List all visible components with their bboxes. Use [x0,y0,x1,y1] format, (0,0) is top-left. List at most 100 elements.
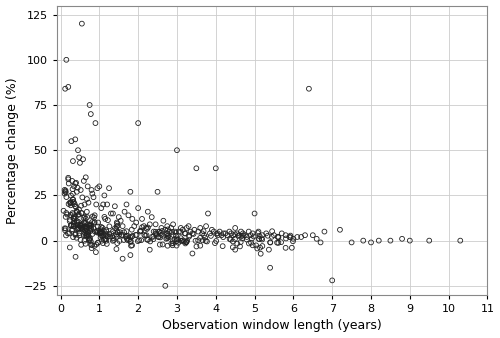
Point [154,189,162,194]
Point [82,175,90,180]
Point [172,243,180,248]
Point [61,228,69,233]
Point [76,160,84,166]
Point [252,243,260,248]
Point [76,223,84,228]
Point [62,194,70,200]
Point [202,238,209,244]
Point [110,237,118,243]
Point [103,241,111,247]
Point [294,234,302,240]
Point [274,235,282,240]
Point [182,240,190,245]
Point [137,228,145,234]
Point [142,233,150,238]
Point [192,244,200,249]
Point [152,231,160,236]
Point [164,243,172,248]
Point [100,193,108,198]
Point [68,210,76,216]
Point [91,229,99,234]
Point [173,147,181,153]
Point [73,209,81,215]
Point [278,231,285,236]
Point [111,203,119,209]
Point [76,231,84,236]
Point [80,215,88,221]
Point [64,176,72,182]
Point [170,236,178,242]
Point [66,217,74,222]
Point [74,147,82,153]
Point [87,223,95,228]
Point [96,231,104,236]
Point [158,228,166,234]
Point [158,225,166,231]
Point [250,211,258,216]
Point [80,221,88,226]
Point [122,202,130,207]
Point [99,240,107,246]
Point [105,186,113,191]
Point [282,236,290,241]
Point [92,249,100,255]
Point [179,238,187,243]
Point [120,209,128,214]
Point [348,240,356,245]
Point [266,240,274,245]
Point [132,232,140,238]
Point [76,187,84,193]
Point [114,214,122,220]
Point [180,231,188,236]
Point [162,236,170,241]
Point [96,184,104,189]
Point [113,240,121,246]
Point [156,235,164,240]
Point [99,232,107,238]
Point [90,194,98,200]
Point [336,227,344,233]
Point [78,195,86,200]
Point [238,234,246,239]
Point [231,236,239,242]
Point [80,178,88,184]
Point [83,233,91,238]
Point [386,238,394,243]
Point [86,102,94,108]
Point [274,234,282,239]
Point [256,234,264,239]
Point [73,220,81,225]
Point [72,181,80,186]
Point [103,202,111,207]
Point [72,180,80,186]
Point [268,234,276,240]
Point [212,231,220,237]
Point [182,241,190,246]
Point [77,242,85,247]
Point [190,231,198,237]
Point [146,222,154,227]
Point [60,191,68,196]
Point [176,229,184,235]
Point [69,191,77,196]
Point [248,231,256,236]
Point [168,229,176,235]
Point [211,240,219,246]
Point [194,238,202,243]
Point [234,233,242,239]
Point [90,226,98,231]
Point [87,111,95,117]
Point [231,247,239,252]
Point [67,223,75,228]
Point [140,223,148,229]
Point [239,231,247,236]
Point [190,227,198,233]
Point [67,199,75,205]
Point [71,203,79,209]
Point [164,235,172,240]
Point [140,232,148,238]
Point [75,207,83,212]
Point [70,201,78,207]
Point [78,225,86,231]
Point [70,223,78,228]
